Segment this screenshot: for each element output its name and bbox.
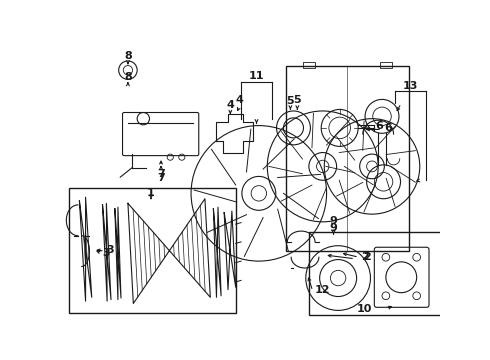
Text: 11: 11 <box>249 71 264 81</box>
Bar <box>69 188 237 313</box>
Text: 5: 5 <box>287 96 294 106</box>
Text: 9: 9 <box>330 216 338 226</box>
Text: 13: 13 <box>403 81 418 91</box>
Text: 3: 3 <box>102 248 110 258</box>
Text: 7: 7 <box>157 169 165 179</box>
Text: 2: 2 <box>361 252 369 262</box>
Text: 1: 1 <box>147 188 155 198</box>
Text: 6: 6 <box>384 123 392 133</box>
Text: 12: 12 <box>315 285 330 294</box>
Bar <box>303 62 315 68</box>
Bar <box>380 62 392 68</box>
Text: 4: 4 <box>236 95 244 105</box>
Text: 3: 3 <box>106 244 114 255</box>
Text: 2: 2 <box>363 252 370 262</box>
Bar <box>309 232 441 315</box>
Bar <box>286 66 409 251</box>
Text: 9: 9 <box>330 223 338 233</box>
Text: 7: 7 <box>157 172 165 183</box>
Text: 8: 8 <box>124 50 132 60</box>
Text: 4: 4 <box>226 100 234 110</box>
Text: 10: 10 <box>357 304 372 314</box>
Text: 6: 6 <box>375 121 383 131</box>
Text: 5: 5 <box>294 95 301 105</box>
Text: 8: 8 <box>124 72 132 82</box>
